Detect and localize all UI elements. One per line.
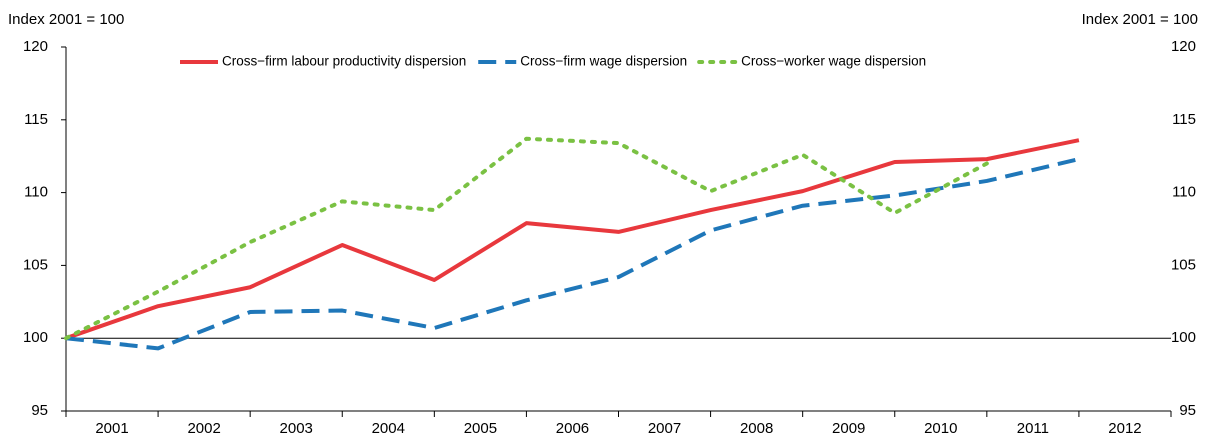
y2-tick-label: 120	[1171, 38, 1196, 55]
legend-label: Cross−firm labour productivity dispersio…	[222, 54, 466, 69]
line-series	[65, 157, 1080, 351]
line-series	[65, 138, 1080, 341]
x-tick-label: 2006	[556, 420, 589, 437]
x-tick-label: 2003	[280, 420, 313, 437]
y-tick-label: 100	[23, 329, 48, 346]
x-tick-label: 2011	[1017, 420, 1049, 437]
y2-axis-label: Index 2001 = 100	[1082, 11, 1198, 28]
x-tick-label: 2009	[832, 420, 865, 437]
line-series	[64, 136, 989, 341]
y2-tick-label: 110	[1172, 184, 1196, 201]
y2-tick-label: 115	[1172, 111, 1196, 128]
x-tick-label: 2008	[740, 420, 773, 437]
y-tick-label: 110	[24, 184, 48, 201]
x-tick-label: 2005	[464, 420, 497, 437]
x-tick-label: 2012	[1108, 420, 1141, 437]
y-tick-label: 95	[31, 402, 48, 419]
y2-tick-label: 100	[1171, 329, 1196, 346]
y2-tick-label: 105	[1171, 256, 1196, 273]
x-tick-label: 2004	[372, 420, 405, 437]
y2-tick-label: 95	[1179, 402, 1196, 419]
x-tick-label: 2010	[924, 420, 957, 437]
x-tick-label: 2007	[648, 420, 681, 437]
x-tick-label: 2002	[187, 420, 220, 437]
x-tick-label: 2001	[95, 420, 128, 437]
y-axis-label: Index 2001 = 100	[8, 11, 124, 28]
y-tick-label: 120	[23, 38, 48, 55]
y-tick-label: 115	[24, 111, 48, 128]
legend-label: Cross−firm wage dispersion	[520, 54, 687, 69]
legend-label: Cross−worker wage dispersion	[741, 54, 926, 69]
y-tick-label: 105	[23, 256, 48, 273]
